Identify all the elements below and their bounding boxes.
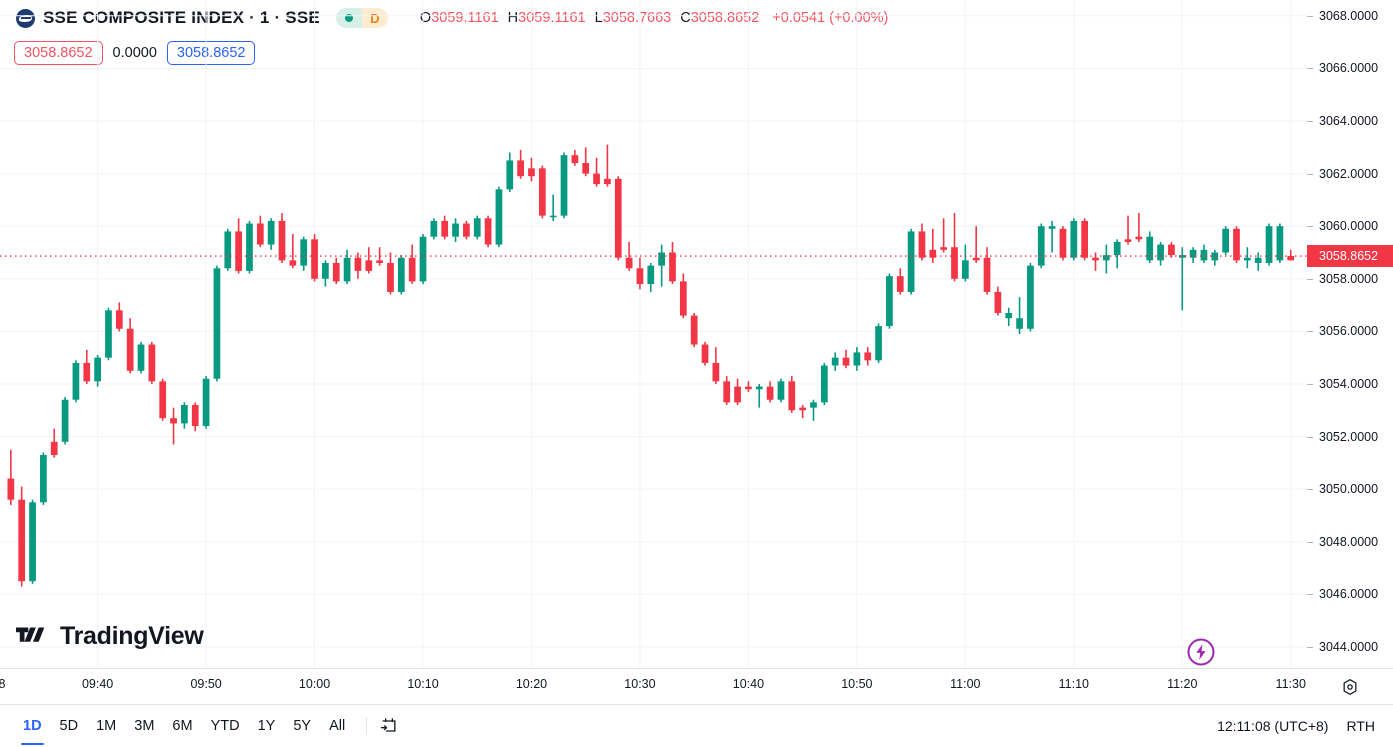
- ohlc-values: O 3059.1161 H 3059.1161 L 3058.7663 C 3058.8…: [420, 10, 888, 26]
- price-axis-label: 3044.0000: [1319, 639, 1379, 654]
- time-axis-label: 10:30: [624, 677, 656, 691]
- timeframe-button-3m[interactable]: 3M: [134, 718, 155, 734]
- grid-lines: [0, 0, 1307, 668]
- ohlc-open-value: 3059.1161: [431, 10, 499, 26]
- timeframe-button-5d[interactable]: 5D: [59, 718, 79, 734]
- tradingview-logo-icon: [16, 627, 45, 642]
- price-axis[interactable]: 3068.0000 3066.0000 3064.0000 3062.0000 3060…: [1307, 0, 1393, 668]
- price-axis-tick: [1307, 594, 1313, 596]
- indicator-legend-badges: 3058.8652 0.0000 3058.8652: [14, 41, 256, 65]
- current-price-label[interactable]: 3058.8652: [1307, 245, 1393, 268]
- price-axis-tick: [1307, 646, 1313, 648]
- ohlc-close-key: C: [680, 10, 691, 26]
- session-dot-icon: [335, 8, 362, 28]
- chart-header: SSE COMPOSITE INDEX · 1 · SSE D O 3059.11…: [0, 0, 1393, 36]
- price-axis-label: 3064.0000: [1319, 113, 1379, 128]
- candlestick-chart-canvas[interactable]: [0, 0, 1307, 668]
- ohlc-open-key: O: [419, 10, 432, 26]
- symbol-title[interactable]: SSE COMPOSITE INDEX · 1 · SSE: [43, 8, 320, 27]
- legend-badge-primary[interactable]: 3058.8652: [14, 41, 103, 65]
- time-axis-label-partial: 8: [0, 677, 6, 691]
- toolbar-divider: [366, 717, 368, 735]
- timeframe-button-5y[interactable]: 5Y: [293, 718, 312, 734]
- interval-label: D: [361, 8, 388, 28]
- price-axis-tick: [1307, 383, 1313, 385]
- price-axis-label: 3060.0000: [1319, 219, 1379, 234]
- price-axis-label: 3054.0000: [1319, 376, 1379, 391]
- price-axis-tick: [1307, 541, 1313, 543]
- price-axis-label: 3052.0000: [1319, 429, 1379, 444]
- price-axis-label: 3066.0000: [1319, 61, 1379, 76]
- hex-nut-settings-icon[interactable]: [1340, 677, 1360, 697]
- price-axis-label: 3056.0000: [1319, 324, 1379, 339]
- time-axis-label: 10:10: [407, 677, 439, 691]
- session-label[interactable]: RTH: [1346, 718, 1375, 734]
- tradingview-wordmark: TradingView: [60, 622, 204, 650]
- price-axis-tick: [1307, 489, 1313, 491]
- price-axis-tick: [1307, 331, 1313, 333]
- time-axis-label: 11:20: [1167, 677, 1198, 691]
- price-axis-tick: [1307, 173, 1313, 175]
- session-interval-badge[interactable]: D: [335, 8, 388, 28]
- chart-svg: [0, 0, 1307, 668]
- price-axis-label: 3058.0000: [1319, 271, 1379, 286]
- price-axis-label: 3068.0000: [1319, 8, 1379, 23]
- time-axis[interactable]: 09:40 09:50 10:00 10:10 10:20 10:30 10:40 10:50…: [0, 668, 1307, 704]
- ohlc-low-key: L: [594, 10, 603, 26]
- time-axis-label: 11:00: [950, 677, 981, 691]
- price-axis-label: 3046.0000: [1319, 587, 1379, 602]
- timeframe-selector: 1D 5D 1M 3M 6M YTD 1Y 5Y All: [0, 714, 399, 745]
- time-axis-settings[interactable]: [1307, 668, 1393, 704]
- status-area: 12:11:08 (UTC+8) RTH: [1217, 718, 1393, 734]
- time-axis-label: 10:00: [298, 677, 331, 691]
- ohlc-change: +0.0541 (+0.00%): [772, 10, 889, 26]
- lightning-bolt-icon[interactable]: [1186, 637, 1216, 667]
- time-axis-label: 11:30: [1275, 677, 1306, 691]
- timeframe-button-1d[interactable]: 1D: [14, 714, 51, 745]
- ohlc-high-value: 3059.1161: [518, 10, 586, 26]
- timeframe-button-all[interactable]: All: [329, 718, 346, 734]
- time-axis-label: 10:40: [732, 677, 765, 691]
- price-axis-tick: [1307, 226, 1313, 228]
- goto-date-icon[interactable]: [379, 716, 399, 736]
- price-axis-tick: [1307, 278, 1313, 280]
- sse-logo-icon: [16, 8, 35, 28]
- price-axis-tick: [1307, 436, 1313, 438]
- legend-value-middle: 0.0000: [112, 45, 157, 61]
- timeframe-button-1m[interactable]: 1M: [96, 718, 117, 734]
- ohlc-high-key: H: [507, 10, 519, 26]
- timeframe-button-1y[interactable]: 1Y: [257, 718, 276, 734]
- time-axis-label: 11:10: [1058, 677, 1089, 691]
- bottom-toolbar: 1D 5D 1M 3M 6M YTD 1Y 5Y All 12:11:08 (UTC+8) RT…: [0, 704, 1393, 747]
- tradingview-watermark: TradingView: [16, 622, 204, 651]
- candle-series: [7, 144, 1295, 587]
- price-axis-tick: [1307, 15, 1313, 17]
- time-axis-label: 10:20: [515, 677, 548, 691]
- price-axis-tick: [1307, 120, 1313, 122]
- legend-badge-secondary[interactable]: 3058.8652: [166, 41, 256, 65]
- clock-label[interactable]: 12:11:08 (UTC+8): [1217, 718, 1329, 734]
- price-axis-label: 3048.0000: [1319, 534, 1379, 549]
- price-axis-label: 3062.0000: [1319, 166, 1379, 181]
- ohlc-low-value: 3058.7663: [602, 10, 672, 26]
- time-axis-label: 09:40: [81, 677, 114, 691]
- timeframe-button-6m[interactable]: 6M: [172, 718, 193, 734]
- price-axis-tick: [1307, 68, 1313, 70]
- price-axis-label: 3050.0000: [1319, 482, 1379, 497]
- ohlc-close-value: 3058.8652: [690, 10, 760, 26]
- time-axis-label: 09:50: [190, 677, 222, 691]
- timeframe-button-ytd[interactable]: YTD: [210, 718, 240, 734]
- time-axis-label: 10:50: [841, 677, 873, 691]
